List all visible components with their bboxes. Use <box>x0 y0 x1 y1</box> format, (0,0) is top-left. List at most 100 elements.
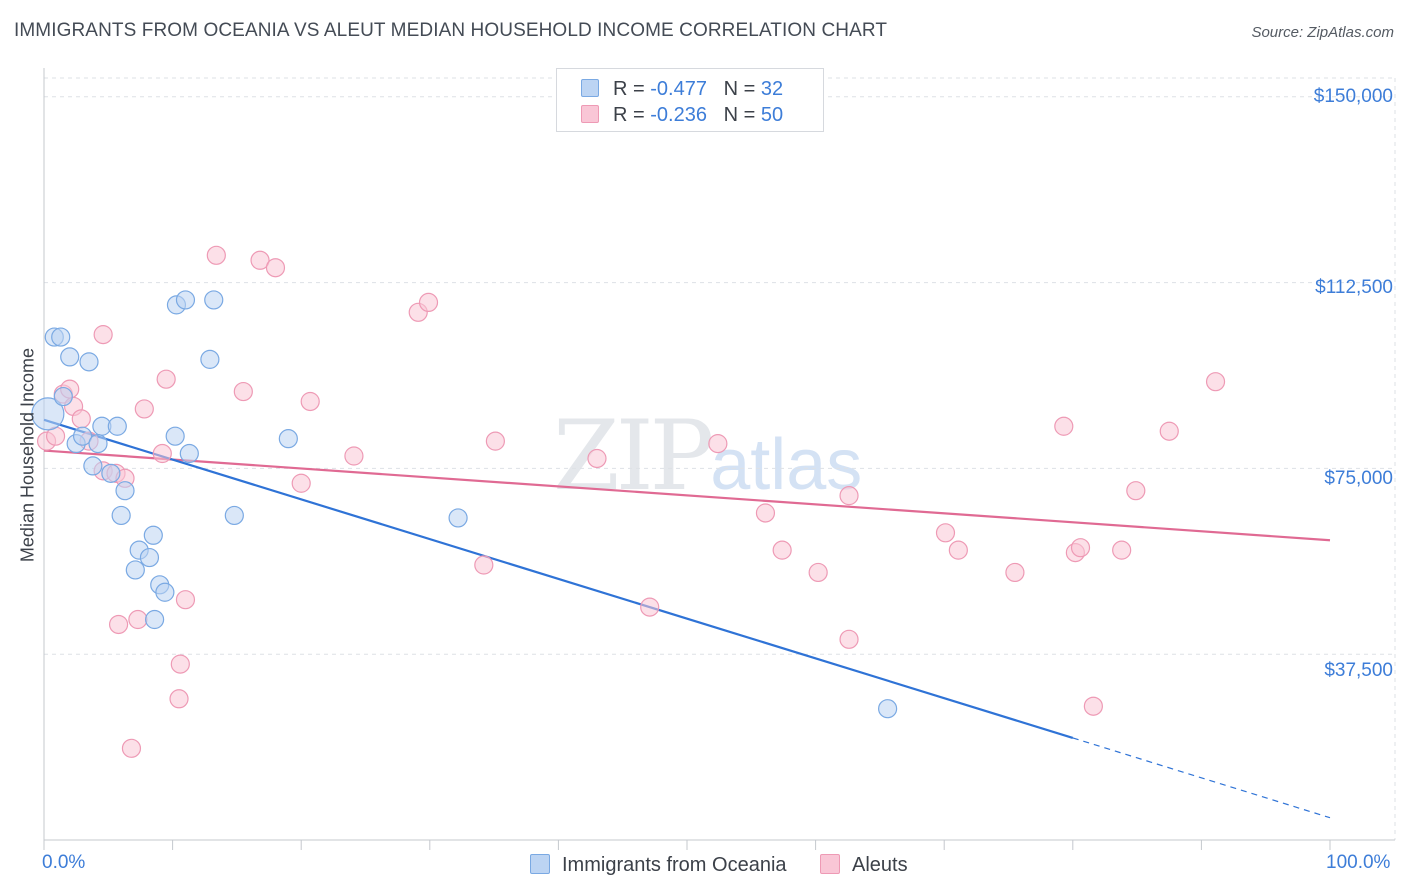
aleut-point <box>948 540 968 560</box>
y-tick-label-37500: $37,500 <box>1324 660 1393 681</box>
aleut-point <box>300 391 320 412</box>
data-points <box>31 245 1226 758</box>
oceania-point <box>200 349 220 369</box>
legend-row-aleuts: R = -0.236 N = 50 <box>581 101 783 126</box>
aleut-point <box>152 443 172 464</box>
legend-swatch-oceania <box>581 79 599 97</box>
aleut-point <box>108 614 129 635</box>
aleut-point <box>344 446 364 466</box>
legend-r-label: R = <box>613 104 651 126</box>
grid-lines <box>44 77 1396 840</box>
oceania-point <box>83 456 103 476</box>
aleut-point <box>1005 562 1025 583</box>
legend-swatch-aleuts <box>820 854 840 874</box>
oceania-point <box>51 327 71 347</box>
aleut-point <box>587 448 607 469</box>
x-tick-label-min: 0.0% <box>42 852 86 873</box>
aleut-point <box>839 629 859 649</box>
aleut-point <box>839 486 859 506</box>
legend-label-aleuts: Aleuts <box>852 854 908 876</box>
oceania-point <box>155 582 175 602</box>
oceania-point <box>175 290 196 310</box>
oceania-trend-extrapolation <box>1072 737 1331 819</box>
oceania-point <box>143 525 163 545</box>
aleut-point <box>1205 372 1226 392</box>
legend-swatch-oceania <box>530 854 550 874</box>
aleut-point <box>1159 421 1179 441</box>
watermark: ZIPatlas <box>553 400 862 512</box>
aleut-point <box>134 399 154 419</box>
legend-n-value: 32 <box>760 78 784 100</box>
oceania-point <box>204 290 224 310</box>
axes <box>43 68 1395 850</box>
oceania-point <box>224 505 244 526</box>
oceania-point <box>179 443 199 464</box>
stats-legend: R = -0.477 N = 32 R = -0.236 N = 50 <box>556 68 824 132</box>
oceania-point <box>60 347 80 367</box>
aleut-point <box>156 369 176 389</box>
aleut-point <box>640 597 660 617</box>
legend-r-label: R = <box>613 78 651 100</box>
oceania-point <box>111 505 131 526</box>
oceania-point <box>31 397 65 431</box>
oceania-point <box>125 560 145 580</box>
oceania-point <box>72 426 93 446</box>
aleut-point <box>772 540 792 560</box>
legend-row-oceania: R = -0.477 N = 32 <box>581 75 783 100</box>
legend-r-value: -0.477 <box>650 78 707 100</box>
y-tick-label-112500: $112,500 <box>1315 277 1393 298</box>
oceania-point <box>448 508 468 528</box>
aleut-point <box>233 381 253 402</box>
oceania-point <box>88 434 108 454</box>
oceania-point <box>115 481 135 501</box>
aleut-point <box>1054 416 1074 436</box>
y-tick-label-75000: $75,000 <box>1324 468 1393 489</box>
aleut-point <box>755 503 776 523</box>
aleut-point <box>175 590 196 610</box>
aleut-point <box>206 245 226 265</box>
aleut-point <box>71 409 91 429</box>
oceania-point <box>278 429 298 449</box>
aleut-point <box>808 562 828 583</box>
oceania-point <box>165 426 185 446</box>
watermark-atlas: atlas <box>710 425 863 505</box>
aleut-point <box>474 555 494 575</box>
legend-r-value: -0.236 <box>650 104 707 126</box>
aleut-point <box>485 431 505 451</box>
aleut-trend-line <box>43 449 1331 542</box>
aleut-point <box>708 434 728 454</box>
legend-n-value: 50 <box>760 104 784 126</box>
legend-n-label: N = <box>723 104 761 126</box>
y-tick-label-150000: $150,000 <box>1313 86 1393 107</box>
legend-n-label: N = <box>723 78 761 100</box>
legend-swatch-aleuts <box>581 105 599 123</box>
aleut-point <box>291 473 311 493</box>
aleut-point <box>169 689 189 709</box>
legend-label-oceania: Immigrants from Oceania <box>562 854 787 876</box>
watermark-zip: ZIP <box>553 400 714 512</box>
aleut-point <box>1083 696 1103 716</box>
oceania-point <box>79 352 99 372</box>
oceania-point <box>144 609 165 630</box>
aleut-point <box>170 654 190 674</box>
aleut-point <box>935 523 956 543</box>
aleut-point <box>250 250 270 270</box>
trend-lines <box>43 418 1331 819</box>
oceania-point <box>139 547 160 568</box>
x-tick-label-max: 100.0% <box>1326 852 1391 873</box>
oceania-point <box>53 386 73 407</box>
aleut-point <box>128 609 148 630</box>
aleut-point <box>121 738 142 758</box>
oceania-point <box>101 463 121 483</box>
aleut-point <box>265 258 286 278</box>
aleut-point <box>418 292 439 312</box>
aleut-point <box>1126 481 1146 501</box>
oceania-trend-line <box>43 418 1074 739</box>
aleut-point <box>93 325 113 345</box>
aleut-point <box>1070 538 1091 558</box>
chart-title: IMMIGRANTS FROM OCEANIA VS ALEUT MEDIAN … <box>14 20 888 41</box>
oceania-point <box>878 699 898 719</box>
oceania-point <box>107 416 127 436</box>
y-axis-label: Median Household Income <box>17 347 38 563</box>
